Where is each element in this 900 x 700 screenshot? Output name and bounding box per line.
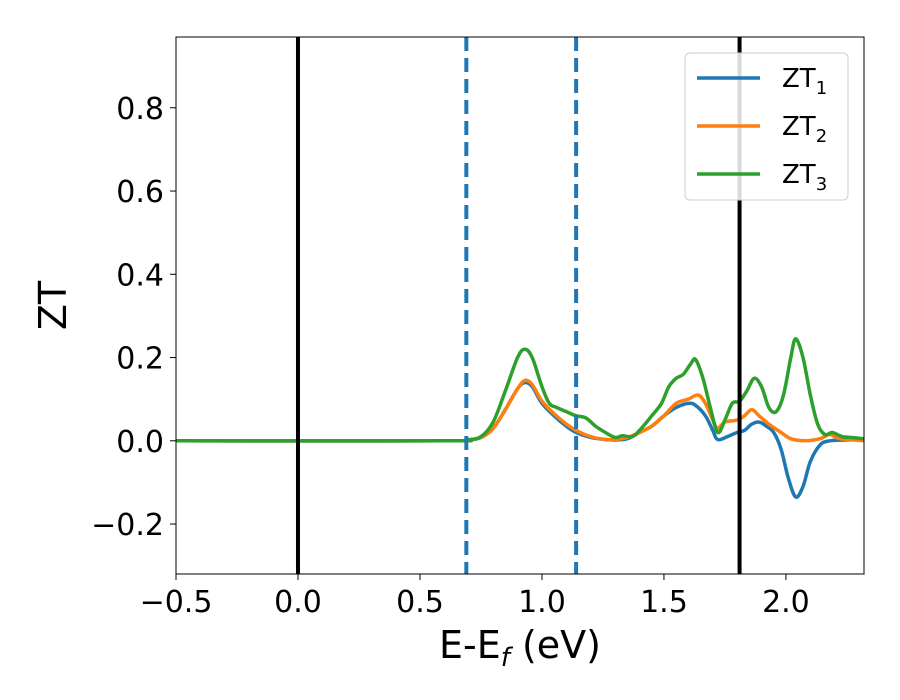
legend-label-zt3: ZT3 [782, 160, 827, 195]
legend-label-zt2: ZT2 [782, 112, 827, 147]
series-layer [176, 337, 864, 499]
x-tick-label: 0.5 [396, 585, 444, 620]
series-line-zt3 [176, 337, 864, 443]
legend-box [684, 52, 849, 201]
series-line-zt2 [176, 378, 864, 443]
y-axis-ticks: −0.2 0.0 0.2 0.4 0.6 0.8 [91, 92, 176, 543]
x-axis-ticks: −0.5 0.0 0.5 1.0 1.5 2.0 [140, 574, 810, 620]
x-axis-title: E-Ef (eV) [439, 623, 601, 673]
y-tick-label: 0.6 [116, 175, 164, 210]
y-tick-label: 0.2 [116, 342, 164, 377]
y-tick-label: 0.0 [116, 425, 164, 460]
x-tick-label: 1.5 [640, 585, 688, 620]
x-tick-label: 2.0 [762, 585, 810, 620]
legend-label-zt1: ZT1 [782, 64, 827, 99]
x-axis-title-unit: (eV) [510, 623, 601, 667]
axes-frame [175, 36, 865, 575]
x-tick-label: 1.0 [518, 585, 566, 620]
x-tick-label: −0.5 [140, 585, 213, 620]
x-axis-title-main: E-E [439, 623, 501, 667]
y-tick-label: −0.2 [91, 508, 164, 543]
legend: ZT1 ZT2 ZT3 [684, 52, 849, 201]
y-axis-title: ZT [31, 280, 75, 330]
y-tick-label: 0.4 [116, 258, 164, 293]
x-tick-label: 0.0 [274, 585, 322, 620]
y-tick-label: 0.8 [116, 92, 164, 127]
